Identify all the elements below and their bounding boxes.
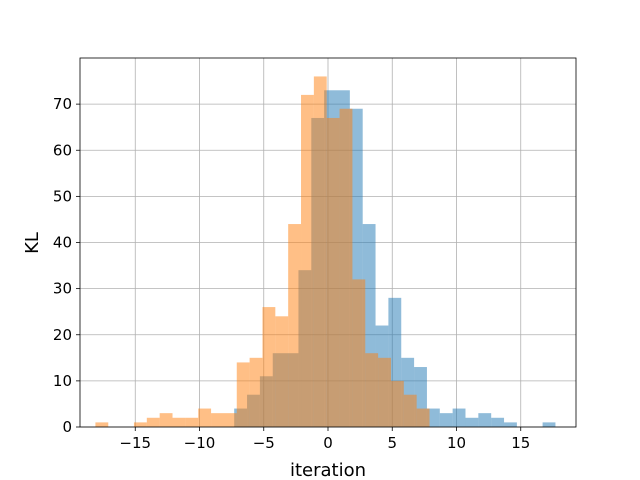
histogram-bar-series-2 xyxy=(249,357,263,427)
x-tick-label: −10 xyxy=(184,434,216,452)
y-tick-label: 30 xyxy=(53,280,72,298)
y-tick-label: 20 xyxy=(53,326,72,344)
histogram-bar-series-2 xyxy=(236,362,250,427)
histogram-bar-series-2 xyxy=(378,357,391,427)
x-tick-label: 5 xyxy=(387,434,397,452)
x-tick-label: 10 xyxy=(447,434,466,452)
histogram-bar-series-2 xyxy=(95,422,109,427)
histogram-bar-series-2 xyxy=(262,307,276,427)
histogram-bar-series-1 xyxy=(478,413,492,427)
x-axis-label: iteration xyxy=(290,460,366,480)
x-tick-label: −15 xyxy=(119,434,151,452)
y-tick-label: 60 xyxy=(53,141,72,159)
histogram-bar-series-1 xyxy=(491,417,505,427)
y-axis-label: KL xyxy=(22,232,43,254)
y-tick-label: 0 xyxy=(62,418,72,436)
histogram-bar-series-2 xyxy=(365,353,379,427)
y-tick-label: 70 xyxy=(53,95,72,113)
x-tick-label: 0 xyxy=(323,434,333,452)
histogram-bar-series-2 xyxy=(159,413,173,427)
histogram-bar-series-2 xyxy=(339,108,353,428)
histogram-bar-series-2 xyxy=(172,417,186,427)
histogram-bar-series-1 xyxy=(426,408,440,427)
y-tick-label: 50 xyxy=(53,187,72,205)
histogram-bar-series-2 xyxy=(288,224,302,427)
histogram-bar-series-1 xyxy=(465,417,479,427)
y-tick-label: 40 xyxy=(53,234,72,252)
x-tick-label: 15 xyxy=(511,434,530,452)
histogram-bar-series-2 xyxy=(326,117,340,428)
histogram-bar-series-2 xyxy=(390,380,404,427)
axis-ticks: −15 −10 −5 0 5 10 15 0 10 20 30 40 50 60 70 xyxy=(53,95,530,452)
histogram-bar-series-2 xyxy=(198,408,212,427)
y-tick-label: 10 xyxy=(53,372,72,390)
histogram-bars xyxy=(95,76,556,428)
histogram-bar-series-2 xyxy=(275,316,289,427)
histogram-bar-series-1 xyxy=(439,413,453,427)
histogram-bar-series-1 xyxy=(452,408,466,427)
histogram-bar-series-2 xyxy=(403,394,417,427)
histogram-bar-series-2 xyxy=(301,94,314,428)
histogram-bar-series-1 xyxy=(504,422,517,427)
histogram-bar-series-2 xyxy=(211,413,237,427)
histogram-bar-series-2 xyxy=(133,422,147,427)
histogram-bar-series-2 xyxy=(416,408,430,427)
x-tick-label: −5 xyxy=(253,434,275,452)
histogram-bar-series-2 xyxy=(146,417,160,427)
histogram-bar-series-2 xyxy=(313,76,327,427)
histogram-bar-series-2 xyxy=(185,417,199,427)
histogram-bar-series-2 xyxy=(352,279,366,427)
histogram-bar-series-1 xyxy=(542,422,556,427)
